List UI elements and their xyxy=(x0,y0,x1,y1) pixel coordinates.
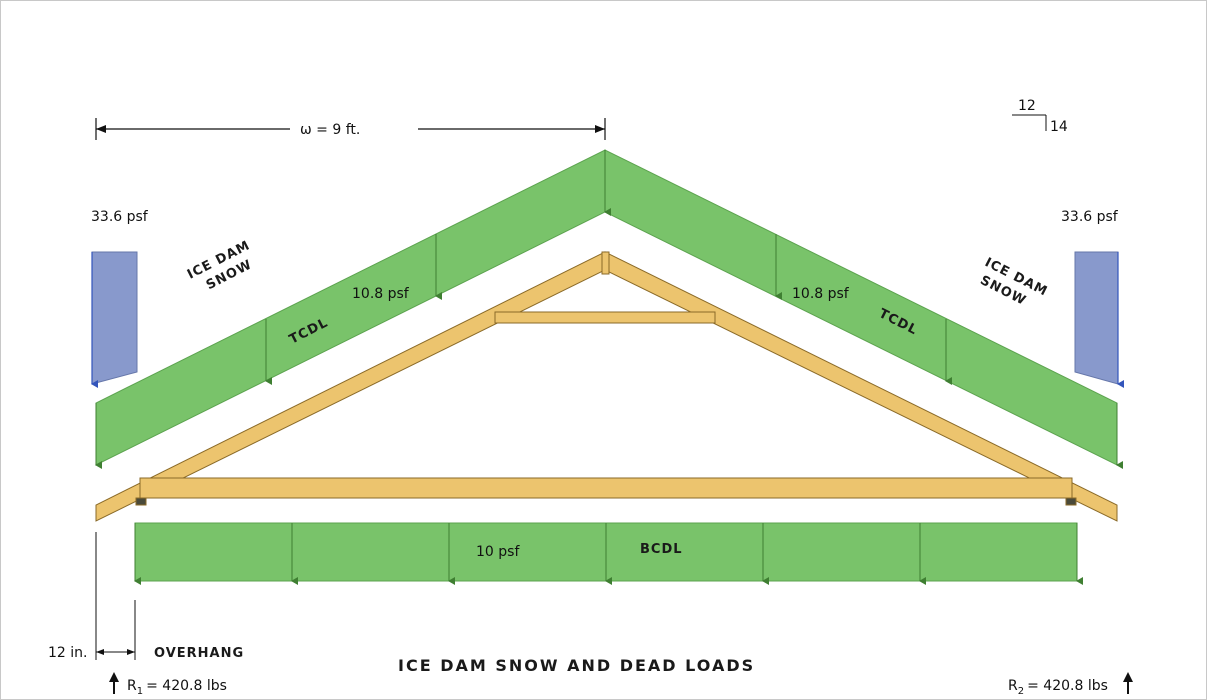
tcdl-load-arrows xyxy=(95,150,1123,469)
reaction-right: R2 = 420.8 lbs xyxy=(1008,672,1133,697)
overhang-label: OVERHANG xyxy=(154,646,244,661)
overhang-dimension: 12 in. OVERHANG xyxy=(48,532,244,661)
right-bearing-plate xyxy=(1065,497,1077,506)
pitch-run-label: 12 xyxy=(1018,98,1036,114)
bottom-chord xyxy=(139,477,1073,499)
bcdl-load-value: 10 psf xyxy=(476,544,520,560)
ice-dam-arrow-left xyxy=(91,251,138,388)
ice-dam-load-left: 33.6 psf xyxy=(91,209,149,225)
tcdl-load-left: 10.8 psf xyxy=(352,286,410,302)
span-dimension: ω = 9 ft. xyxy=(95,118,606,140)
ice-dam-label-right: ICE DAM SNOW xyxy=(978,255,1051,309)
tcdl-load-right: 10.8 psf xyxy=(792,286,850,302)
reaction-left-text: R1 = 420.8 lbs xyxy=(127,678,227,697)
diagram-title: ICE DAM SNOW AND DEAD LOADS xyxy=(398,656,755,675)
pitch-symbol: 12 14 xyxy=(1012,98,1068,135)
bcdl-label: BCDL xyxy=(640,542,683,557)
reaction-left: R1 = 420.8 lbs xyxy=(109,672,227,697)
ridge-plate xyxy=(601,251,610,275)
left-bearing-plate xyxy=(135,497,147,506)
bcdl-load-arrows xyxy=(134,523,1083,585)
pitch-rise-label: 14 xyxy=(1050,119,1068,135)
span-label: ω = 9 ft. xyxy=(300,122,360,138)
ice-dam-arrow-right xyxy=(1074,251,1124,388)
reaction-right-text: R2 = 420.8 lbs xyxy=(1008,678,1108,697)
overhang-dim-label: 12 in. xyxy=(48,645,87,661)
collar-tie xyxy=(494,311,716,324)
ice-dam-load-right: 33.6 psf xyxy=(1061,209,1119,225)
ice-dam-label-left: ICE DAM SNOW xyxy=(185,238,255,293)
truss xyxy=(95,251,1118,522)
